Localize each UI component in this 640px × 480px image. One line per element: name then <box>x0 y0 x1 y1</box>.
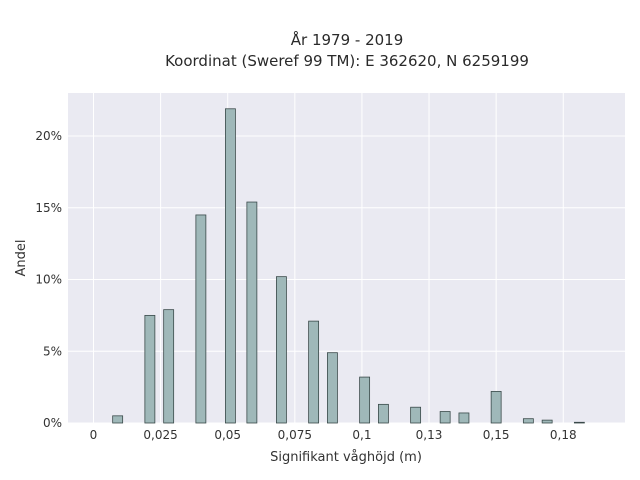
chart-title-line2: Koordinat (Sweref 99 TM): E 362620, N 62… <box>165 52 529 70</box>
x-axis-ticks: 0 0,025 0,05 0,075 0,1 0,13 0,15 0,18 <box>90 428 577 442</box>
bar <box>359 376 371 424</box>
x-tick-label: 0,075 <box>278 428 312 442</box>
bars <box>112 108 585 424</box>
x-tick-label: 0,13 <box>416 428 443 442</box>
bar <box>327 352 338 424</box>
chart-title-line1: År 1979 - 2019 <box>291 30 404 49</box>
bar <box>490 391 502 424</box>
y-tick-label: 0% <box>43 416 62 430</box>
bar <box>308 320 320 424</box>
x-axis-label: Signifikant våghöjd (m) <box>270 450 422 465</box>
bar <box>573 421 585 424</box>
bar <box>410 406 422 424</box>
x-tick-label: 0 <box>90 428 98 442</box>
bar <box>276 276 287 424</box>
bar <box>225 108 236 424</box>
bar <box>378 403 389 424</box>
bar <box>195 214 207 424</box>
y-axis-ticks: 0% 5% 10% 15% 20% <box>35 129 62 430</box>
bar <box>439 411 451 424</box>
y-tick-label: 5% <box>43 344 62 358</box>
bar <box>112 415 124 424</box>
bar <box>246 201 258 424</box>
y-tick-label: 15% <box>35 201 62 215</box>
y-axis-label: Andel <box>14 240 29 277</box>
y-tick-label: 20% <box>35 129 62 143</box>
x-tick-label: 0,15 <box>483 428 510 442</box>
x-tick-label: 0,025 <box>143 428 177 442</box>
bar <box>163 309 175 424</box>
bar <box>144 314 156 424</box>
bar <box>541 419 553 424</box>
bar <box>458 412 470 424</box>
y-tick-label: 10% <box>35 273 62 287</box>
bar <box>522 418 534 424</box>
x-tick-label: 0,05 <box>214 428 241 442</box>
x-tick-label: 0,18 <box>550 428 577 442</box>
x-tick-label: 0,1 <box>352 428 371 442</box>
